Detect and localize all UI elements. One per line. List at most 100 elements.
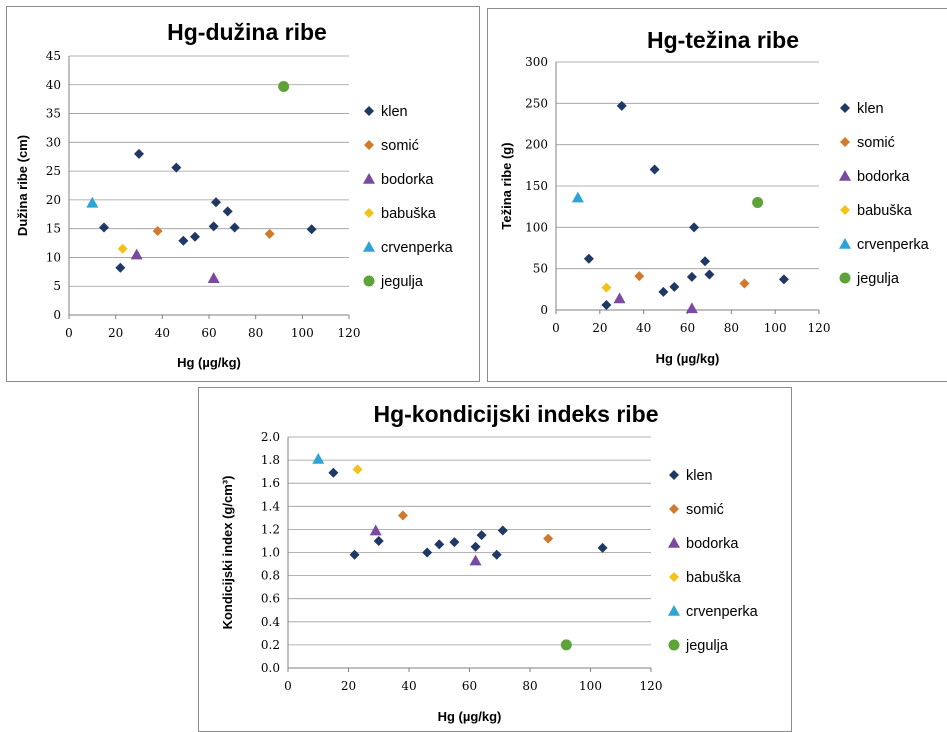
y-tick-label: 0 xyxy=(540,303,548,317)
x-tick-label: 0 xyxy=(65,326,73,340)
y-tick-label: 0.4 xyxy=(261,615,280,629)
legend-marker-babuška xyxy=(669,572,679,582)
chart-hg-duzina: Hg-dužina ribe 0 5 10 15 20 25 30 35 40 45 0 20 40 60 8… xyxy=(15,19,454,370)
x-tick-label: 80 xyxy=(724,321,739,335)
data-point-klen xyxy=(597,542,608,553)
legend-marker-somić xyxy=(840,137,850,147)
x-tick-label: 100 xyxy=(579,679,602,693)
data-point-bodorka xyxy=(369,524,382,536)
legend-label-somić: somić xyxy=(857,135,895,151)
y-tick-label: 1.8 xyxy=(261,453,280,467)
data-point-klen xyxy=(115,262,126,273)
y-tick-label: 0.6 xyxy=(261,592,280,606)
x-tick-label: 40 xyxy=(401,679,416,693)
data-point-babuška xyxy=(601,282,612,293)
x-tick-label: 60 xyxy=(680,321,695,335)
chart-panel-hg-kondicijski: Hg-kondicijski indeks ribe 0.0 0.2 0.4 0.6 0.… xyxy=(198,387,792,732)
y-tick-label: 15 xyxy=(46,222,61,236)
data-point-klen xyxy=(704,269,715,280)
legend-marker-crvenperka xyxy=(363,241,375,252)
data-point-klen xyxy=(476,530,487,541)
legend-marker-klen xyxy=(364,106,374,116)
y-axis-title: Dužina ribe (cm) xyxy=(15,135,30,236)
chart-title: Hg-težina ribe xyxy=(647,27,799,53)
chart-title: Hg-dužina ribe xyxy=(167,19,327,45)
chart-panel-hg-duzina: Hg-dužina ribe 0 5 10 15 20 25 30 35 40 45 0 20 40 60 8… xyxy=(6,6,480,382)
legend-label-klen: klen xyxy=(686,468,713,484)
chart-panel-hg-tezina: Hg-težina ribe 0 50 100 150 200 250 300 0 20 40 60 8… xyxy=(487,8,947,382)
data-point-crvenperka xyxy=(312,452,325,464)
x-tick-label: 120 xyxy=(640,679,663,693)
y-axis-title: Kondicijski index (g/cm³) xyxy=(220,476,235,630)
x-tick-label: 120 xyxy=(338,326,361,340)
legend-label-crvenperka: crvenperka xyxy=(857,237,930,253)
y-tick-label: 0.0 xyxy=(261,661,280,675)
data-point-babuška xyxy=(117,243,128,254)
data-point-klen xyxy=(470,541,481,552)
data-point-crvenperka xyxy=(571,191,584,203)
x-tick-label: 40 xyxy=(636,321,651,335)
y-tick-label: 40 xyxy=(46,78,61,92)
legend-label-bodorka: bodorka xyxy=(857,169,910,185)
data-point-bodorka xyxy=(613,292,626,304)
chart-hg-tezina: Hg-težina ribe 0 50 100 150 200 250 300 0 20 40 60 8… xyxy=(499,27,930,366)
data-point-klen xyxy=(222,206,233,217)
x-tick-label: 40 xyxy=(155,326,170,340)
x-axis-title: Hg (µg/kg) xyxy=(656,351,720,366)
x-tick-label: 60 xyxy=(462,679,477,693)
data-point-klen xyxy=(601,300,612,311)
y-tick-label: 300 xyxy=(525,55,548,69)
x-tick-label: 20 xyxy=(592,321,607,335)
x-tick-label: 0 xyxy=(552,321,560,335)
legend-marker-klen xyxy=(840,103,850,113)
legend-marker-babuška xyxy=(364,208,374,218)
legend-label-klen: klen xyxy=(857,101,884,117)
data-point-babuška xyxy=(352,464,363,475)
data-point-bodorka xyxy=(207,272,220,283)
legend-label-klen: klen xyxy=(381,104,408,120)
data-point-klen xyxy=(349,549,360,560)
data-point-somić xyxy=(543,533,554,544)
y-axis-title: Težina ribe (g) xyxy=(499,142,514,229)
data-point-jegulja xyxy=(560,639,572,651)
legend-label-babuška: babuška xyxy=(857,203,913,219)
legend-marker-bodorka xyxy=(839,170,851,181)
legend-marker-somić xyxy=(669,504,679,514)
data-point-somić xyxy=(264,228,275,239)
data-point-crvenperka xyxy=(86,196,99,208)
legend-marker-babuška xyxy=(840,205,850,215)
y-tick-label: 10 xyxy=(46,250,61,264)
x-tick-label: 80 xyxy=(248,326,263,340)
y-tick-label: 20 xyxy=(46,193,61,207)
legend-label-crvenperka: crvenperka xyxy=(686,604,759,620)
data-point-klen xyxy=(491,549,502,560)
data-point-klen xyxy=(178,235,189,246)
data-point-klen xyxy=(171,162,182,173)
data-point-klen xyxy=(373,535,384,546)
data-point-klen xyxy=(306,224,317,235)
data-point-klen xyxy=(134,148,144,159)
legend-label-somić: somić xyxy=(381,138,419,154)
data-point-klen xyxy=(700,256,711,267)
data-point-klen xyxy=(211,197,221,208)
legend-marker-crvenperka xyxy=(668,605,680,616)
legend-marker-jegulja xyxy=(839,272,851,284)
x-tick-label: 100 xyxy=(291,326,314,340)
y-tick-label: 0.8 xyxy=(261,569,280,583)
y-tick-label: 25 xyxy=(46,164,61,178)
data-point-klen xyxy=(649,164,660,175)
data-point-jegulja xyxy=(752,197,764,209)
data-point-klen xyxy=(328,467,339,478)
x-tick-label: 20 xyxy=(108,326,123,340)
y-tick-label: 1.4 xyxy=(261,499,280,513)
data-point-klen xyxy=(778,274,789,285)
data-point-klen xyxy=(449,537,460,548)
y-tick-label: 0.2 xyxy=(261,638,280,652)
data-point-klen xyxy=(689,222,700,233)
y-tick-label: 2.0 xyxy=(261,430,280,444)
legend-label-jegulja: jegulja xyxy=(856,271,900,287)
data-point-somić xyxy=(739,278,750,289)
y-tick-label: 250 xyxy=(525,96,548,110)
data-point-klen xyxy=(229,222,240,233)
legend-label-bodorka: bodorka xyxy=(381,172,434,188)
